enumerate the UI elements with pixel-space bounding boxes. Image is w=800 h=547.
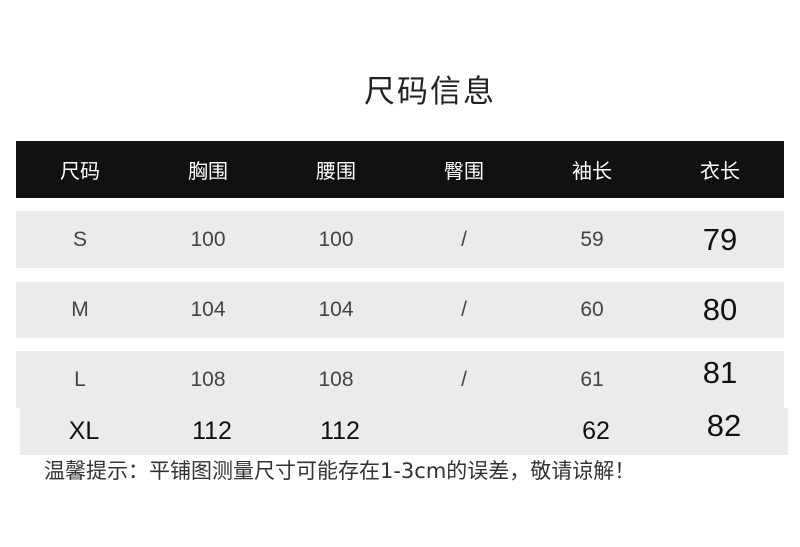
cell: 80 <box>702 292 738 327</box>
cell: 108 <box>318 367 354 391</box>
cell: 112 <box>320 417 360 445</box>
header-cell: 衣长 <box>700 159 740 183</box>
cell: 100 <box>190 227 226 251</box>
cell: 104 <box>190 298 226 321</box>
cell: 108 <box>190 367 226 391</box>
cell: 62 <box>582 417 610 445</box>
measurement-note: 温馨提示：平铺图测量尺寸可能存在1-3cm的误差，敬请谅解！ <box>44 459 636 483</box>
header-cell: 袖长 <box>572 159 612 183</box>
header-cell: 胸围 <box>188 159 228 183</box>
cell: S <box>72 227 88 251</box>
cell: 61 <box>580 367 604 391</box>
table-row: L 108 108 / 61 81 <box>16 351 784 408</box>
cell: L <box>74 367 86 391</box>
header-cell: 尺码 <box>60 159 100 183</box>
cell: 104 <box>318 298 354 321</box>
cell: / <box>461 298 467 321</box>
cell: 100 <box>318 227 354 251</box>
cell: 79 <box>702 221 738 257</box>
cell: / <box>461 227 467 251</box>
cell: / <box>461 367 467 391</box>
cell: 82 <box>706 408 742 443</box>
cell: 112 <box>192 417 232 445</box>
cell: 59 <box>580 227 604 251</box>
cell: M <box>71 298 89 321</box>
header-cell: 臀围 <box>444 159 484 183</box>
page-title: 尺码信息 <box>364 74 496 110</box>
table-row: XL 112 112 62 82 <box>20 408 788 455</box>
table-row: M 104 104 / 60 80 <box>16 282 784 338</box>
cell: XL <box>68 417 100 445</box>
table-row: S 100 100 / 59 79 <box>16 211 784 268</box>
cell: 81 <box>702 355 738 390</box>
table-header: 尺码 胸围 腰围 臀围 袖长 衣长 <box>16 141 784 198</box>
header-cell: 腰围 <box>316 159 356 183</box>
cell: 60 <box>580 298 604 321</box>
